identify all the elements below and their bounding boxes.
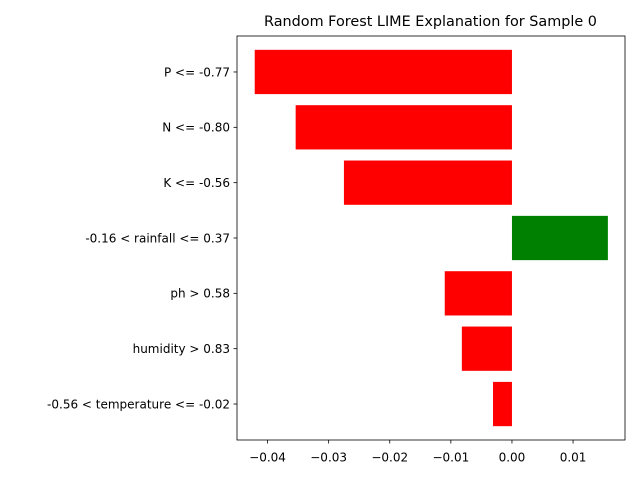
chart-title: Random Forest LIME Explanation for Sampl… [264, 14, 597, 30]
bar [511, 215, 608, 261]
y-tick-label: K <= -0.56 [163, 176, 230, 190]
x-tick-label: 0.01 [560, 451, 587, 465]
y-tick-label: P <= -0.77 [164, 65, 230, 79]
x-axis-ticks: −0.04 −0.03 −0.02 −0.01 0.00 0.01 [249, 440, 586, 465]
x-tick-label: 0.00 [499, 451, 526, 465]
x-tick-label: −0.02 [371, 451, 408, 465]
bar [444, 271, 512, 316]
bars-group [254, 49, 608, 427]
bar [461, 326, 512, 371]
y-tick-label: -0.56 < temperature <= -0.02 [47, 397, 230, 411]
y-tick-label: ph > 0.58 [170, 287, 230, 301]
x-tick-label: −0.03 [310, 451, 347, 465]
bar [295, 105, 512, 150]
y-tick-label: -0.16 < rainfall <= 0.37 [85, 231, 230, 245]
y-tick-label: N <= -0.80 [162, 121, 230, 135]
axes-frame [236, 35, 626, 441]
bar [343, 160, 512, 205]
x-tick-label: −0.04 [249, 451, 286, 465]
bar [254, 49, 512, 95]
y-tick-label: humidity > 0.83 [133, 342, 230, 356]
x-tick-label: −0.01 [432, 451, 469, 465]
y-axis-ticks: P <= -0.77 N <= -0.80 K <= -0.56 -0.16 < ra… [47, 65, 237, 411]
bar [493, 381, 512, 427]
